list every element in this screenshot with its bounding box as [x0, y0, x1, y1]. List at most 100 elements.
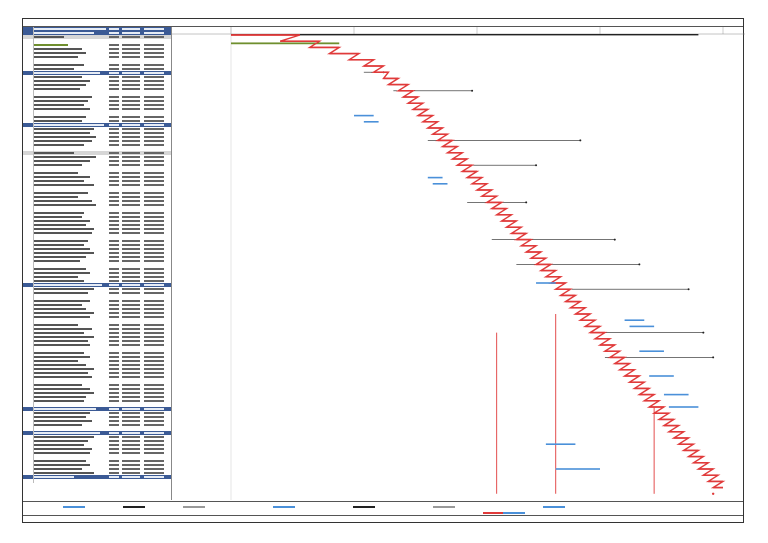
table-row[interactable] — [23, 407, 171, 411]
table-row[interactable] — [23, 391, 171, 395]
table-row[interactable] — [23, 107, 171, 111]
table-row[interactable] — [23, 467, 171, 471]
table-row[interactable] — [23, 351, 171, 355]
table-row[interactable] — [23, 335, 171, 339]
table-row[interactable] — [23, 47, 171, 51]
table-row[interactable] — [23, 479, 171, 483]
table-row[interactable] — [23, 171, 171, 175]
table-row[interactable] — [23, 91, 171, 95]
table-row[interactable] — [23, 319, 171, 323]
table-row[interactable] — [23, 155, 171, 159]
table-row[interactable] — [23, 159, 171, 163]
table-row[interactable] — [23, 191, 171, 195]
table-row[interactable] — [23, 99, 171, 103]
table-row[interactable] — [23, 83, 171, 87]
table-row[interactable] — [23, 243, 171, 247]
table-row[interactable] — [23, 151, 171, 155]
table-row[interactable] — [23, 387, 171, 391]
table-row[interactable] — [23, 315, 171, 319]
table-row[interactable] — [23, 371, 171, 375]
table-row[interactable] — [23, 219, 171, 223]
table-row[interactable] — [23, 31, 171, 35]
table-row[interactable] — [23, 411, 171, 415]
table-row[interactable] — [23, 359, 171, 363]
table-row[interactable] — [23, 471, 171, 475]
table-row[interactable] — [23, 327, 171, 331]
table-row[interactable] — [23, 331, 171, 335]
table-row[interactable] — [23, 307, 171, 311]
table-row[interactable] — [23, 239, 171, 243]
table-row[interactable] — [23, 27, 171, 31]
table-row[interactable] — [23, 379, 171, 383]
table-row[interactable] — [23, 35, 171, 39]
table-row[interactable] — [23, 143, 171, 147]
table-row[interactable] — [23, 447, 171, 451]
table-row[interactable] — [23, 339, 171, 343]
table-row[interactable] — [23, 163, 171, 167]
table-row[interactable] — [23, 383, 171, 387]
table-row[interactable] — [23, 403, 171, 407]
table-row[interactable] — [23, 303, 171, 307]
table-row[interactable] — [23, 131, 171, 135]
table-row[interactable] — [23, 251, 171, 255]
table-row[interactable] — [23, 103, 171, 107]
table-row[interactable] — [23, 455, 171, 459]
table-row[interactable] — [23, 67, 171, 71]
table-row[interactable] — [23, 343, 171, 347]
table-row[interactable] — [23, 227, 171, 231]
table-row[interactable] — [23, 275, 171, 279]
table-row[interactable] — [23, 43, 171, 47]
table-row[interactable] — [23, 195, 171, 199]
table-row[interactable] — [23, 295, 171, 299]
table-row[interactable] — [23, 323, 171, 327]
table-row[interactable] — [23, 139, 171, 143]
table-row[interactable] — [23, 375, 171, 379]
table-row[interactable] — [23, 271, 171, 275]
table-row[interactable] — [23, 179, 171, 183]
table-row[interactable] — [23, 347, 171, 351]
table-row[interactable] — [23, 423, 171, 427]
table-row[interactable] — [23, 439, 171, 443]
table-row[interactable] — [23, 75, 171, 79]
table-row[interactable] — [23, 415, 171, 419]
table-row[interactable] — [23, 459, 171, 463]
table-row[interactable] — [23, 311, 171, 315]
table-row[interactable] — [23, 111, 171, 115]
table-row[interactable] — [23, 167, 171, 171]
table-row[interactable] — [23, 87, 171, 91]
table-row[interactable] — [23, 203, 171, 207]
table-row[interactable] — [23, 255, 171, 259]
table-row[interactable] — [23, 231, 171, 235]
table-row[interactable] — [23, 115, 171, 119]
table-row[interactable] — [23, 367, 171, 371]
table-row[interactable] — [23, 267, 171, 271]
table-row[interactable] — [23, 183, 171, 187]
table-row[interactable] — [23, 211, 171, 215]
table-row[interactable] — [23, 431, 171, 435]
table-row[interactable] — [23, 247, 171, 251]
table-row[interactable] — [23, 207, 171, 211]
table-row[interactable] — [23, 291, 171, 295]
table-row[interactable] — [23, 263, 171, 267]
table-row[interactable] — [23, 395, 171, 399]
table-row[interactable] — [23, 71, 171, 75]
table-row[interactable] — [23, 463, 171, 467]
table-row[interactable] — [23, 51, 171, 55]
table-row[interactable] — [23, 187, 171, 191]
table-row[interactable] — [23, 235, 171, 239]
table-row[interactable] — [23, 451, 171, 455]
table-row[interactable] — [23, 259, 171, 263]
table-row[interactable] — [23, 363, 171, 367]
table-row[interactable] — [23, 283, 171, 287]
table-row[interactable] — [23, 475, 171, 479]
table-row[interactable] — [23, 123, 171, 127]
table-row[interactable] — [23, 147, 171, 151]
table-row[interactable] — [23, 435, 171, 439]
table-row[interactable] — [23, 419, 171, 423]
table-row[interactable] — [23, 279, 171, 283]
table-row[interactable] — [23, 95, 171, 99]
table-row[interactable] — [23, 55, 171, 59]
table-row[interactable] — [23, 223, 171, 227]
table-row[interactable] — [23, 287, 171, 291]
table-row[interactable] — [23, 299, 171, 303]
